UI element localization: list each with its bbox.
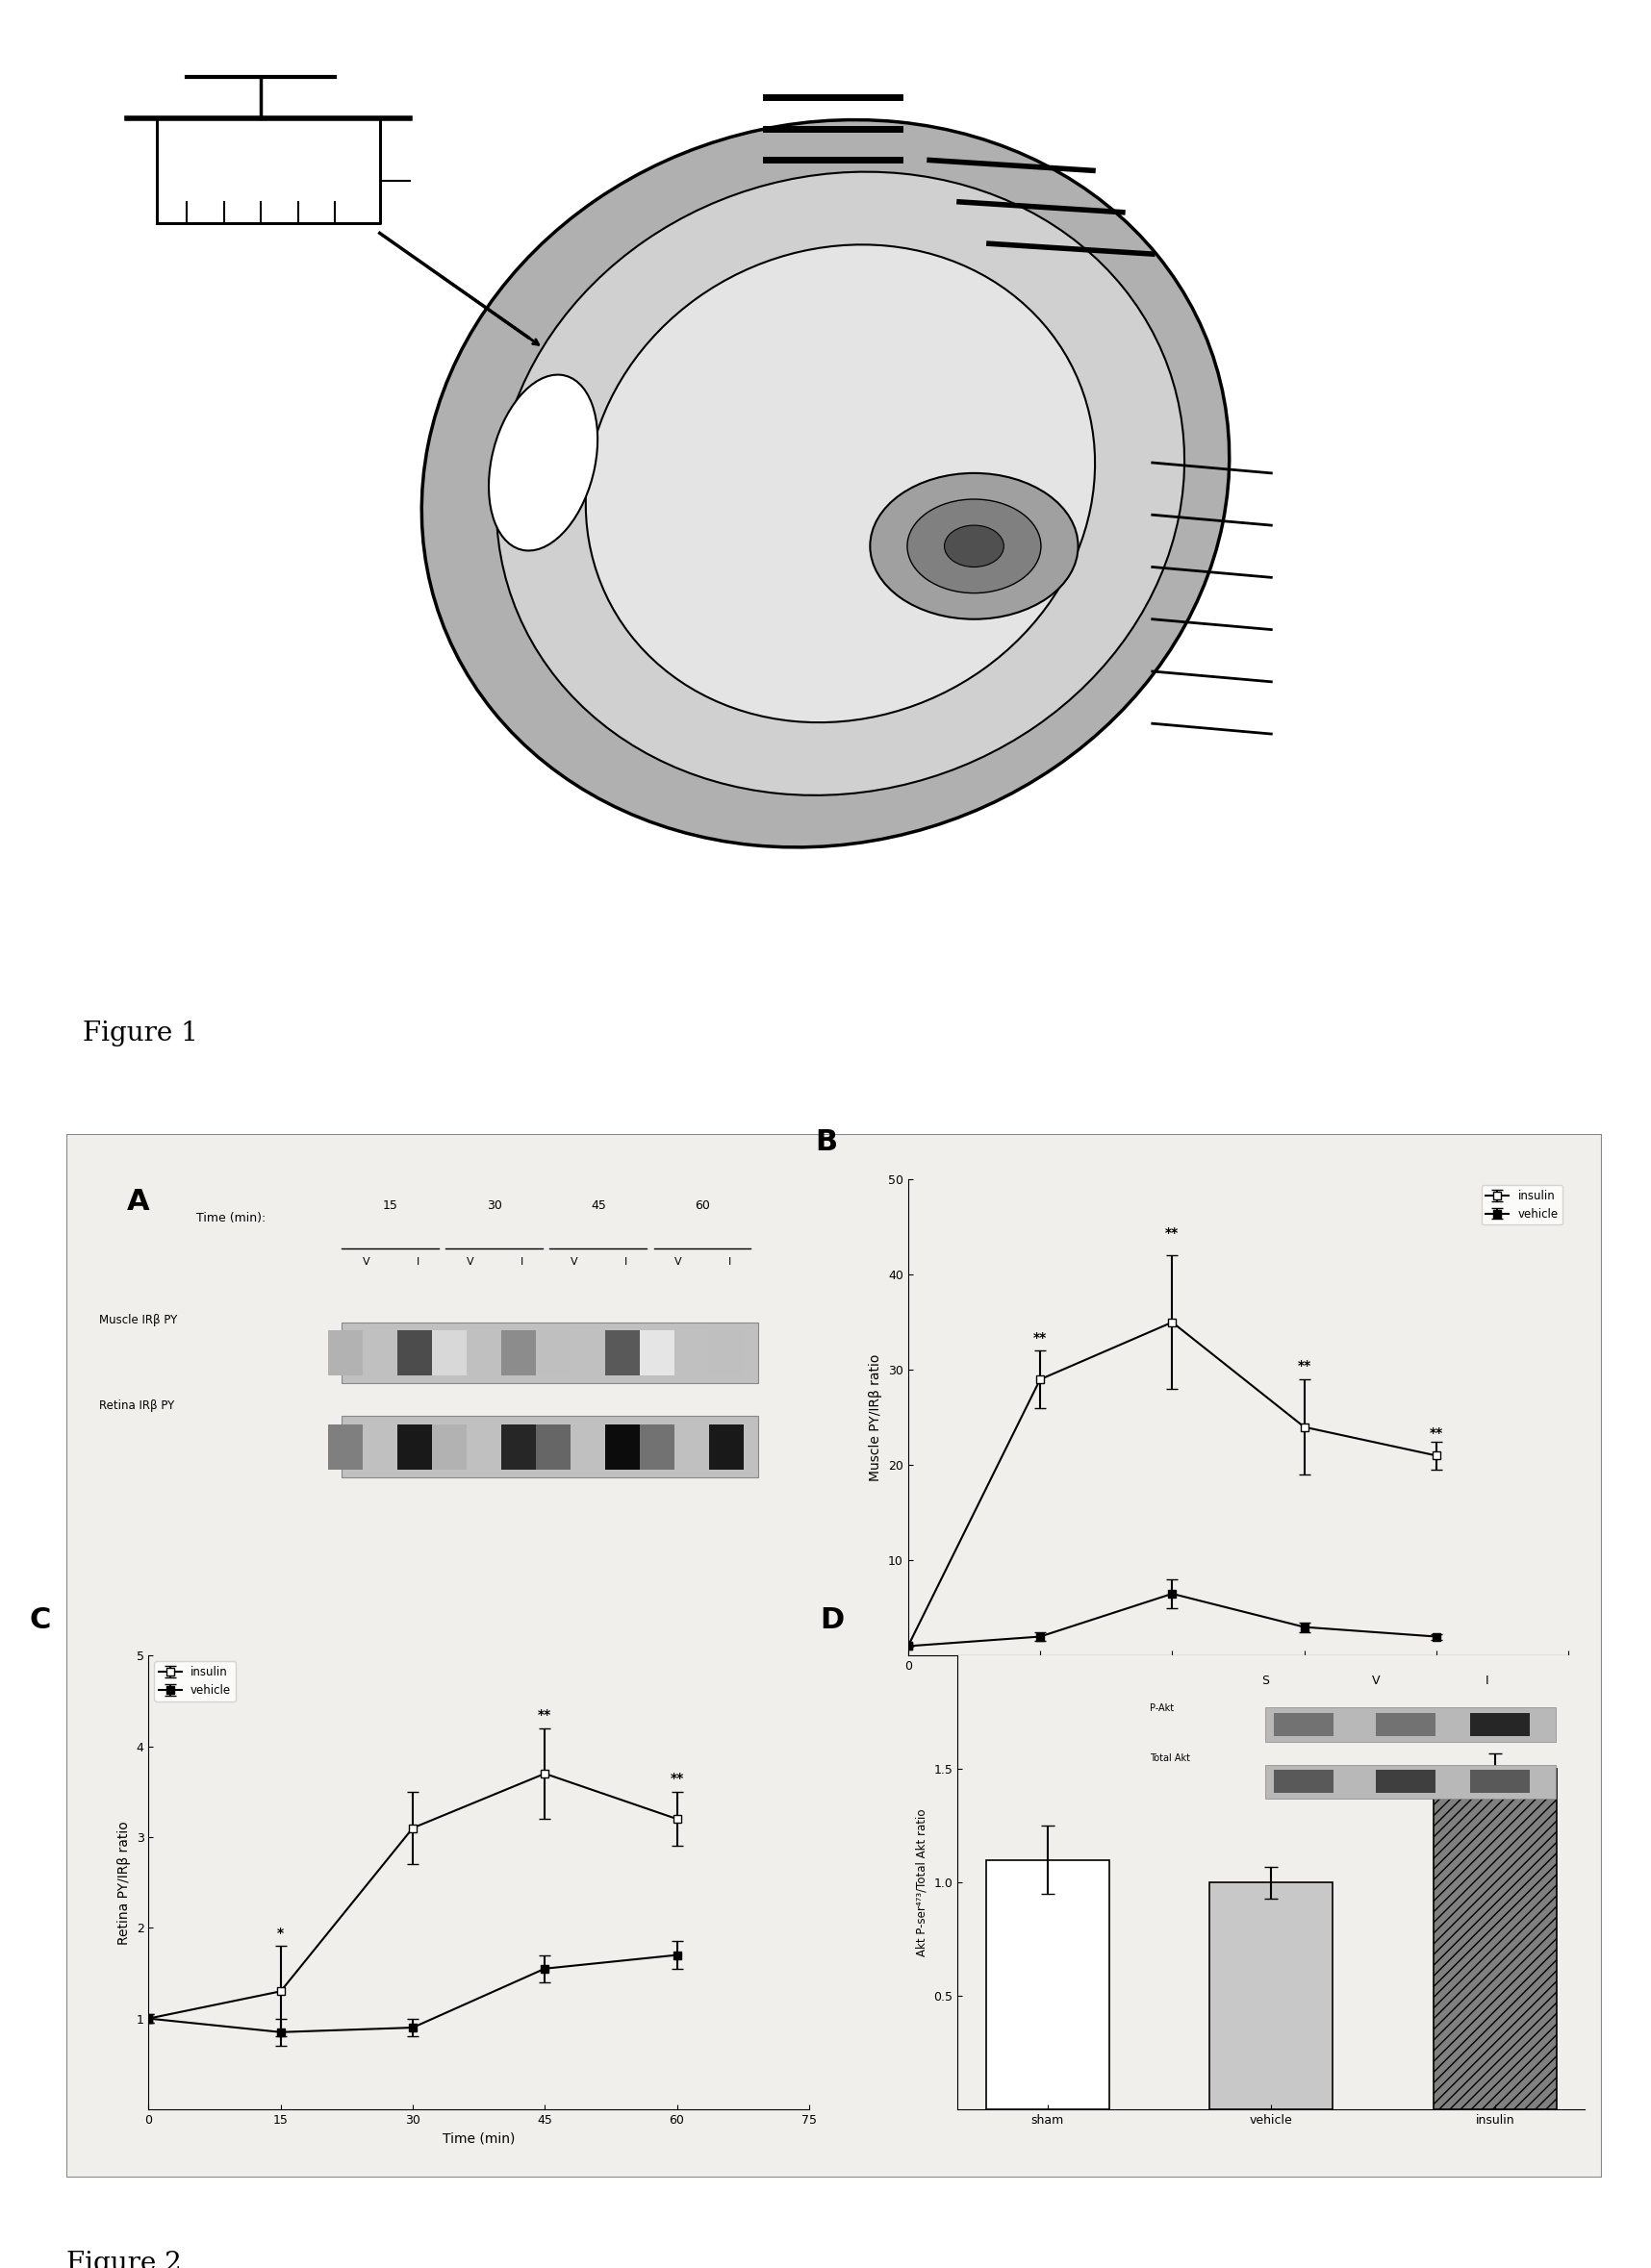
FancyBboxPatch shape	[502, 1424, 537, 1470]
Ellipse shape	[497, 172, 1184, 796]
FancyBboxPatch shape	[537, 1424, 571, 1470]
Text: *: *	[1491, 1728, 1499, 1746]
Text: V: V	[362, 1256, 370, 1266]
Text: V: V	[674, 1256, 682, 1266]
FancyBboxPatch shape	[641, 1331, 675, 1374]
FancyBboxPatch shape	[329, 1331, 363, 1374]
Text: I: I	[520, 1256, 523, 1266]
Text: 15: 15	[383, 1200, 398, 1213]
Text: **: **	[1166, 1227, 1179, 1238]
Text: D: D	[819, 1606, 844, 1635]
Text: B: B	[816, 1129, 837, 1157]
Text: Muscle IRβ PY: Muscle IRβ PY	[99, 1313, 177, 1327]
Text: V: V	[570, 1256, 578, 1266]
Circle shape	[944, 526, 1004, 567]
FancyBboxPatch shape	[66, 1134, 1601, 2177]
Text: Retina IRβ PY: Retina IRβ PY	[99, 1399, 175, 1413]
X-axis label: Time (min): Time (min)	[442, 2132, 515, 2146]
FancyBboxPatch shape	[537, 1331, 571, 1374]
FancyBboxPatch shape	[433, 1424, 467, 1470]
Bar	[1210, 1882, 1332, 2109]
Text: Time (min):: Time (min):	[196, 1211, 266, 1225]
Legend: insulin, vehicle: insulin, vehicle	[1481, 1186, 1563, 1225]
Y-axis label: Retina PY/IRβ ratio: Retina PY/IRβ ratio	[117, 1821, 130, 1944]
FancyBboxPatch shape	[398, 1424, 433, 1470]
Text: C: C	[30, 1606, 51, 1635]
Legend: insulin, vehicle: insulin, vehicle	[154, 1662, 236, 1701]
Text: I: I	[416, 1256, 419, 1266]
FancyBboxPatch shape	[606, 1331, 641, 1374]
Ellipse shape	[421, 120, 1230, 848]
Ellipse shape	[489, 374, 598, 551]
FancyBboxPatch shape	[606, 1424, 641, 1470]
Text: 45: 45	[591, 1200, 606, 1213]
Text: Figure 1: Figure 1	[83, 1021, 198, 1048]
Polygon shape	[157, 118, 380, 222]
FancyBboxPatch shape	[710, 1424, 745, 1470]
Text: **: **	[1298, 1359, 1311, 1372]
Text: **: **	[1034, 1331, 1047, 1345]
Text: **: **	[1430, 1427, 1443, 1440]
Ellipse shape	[586, 245, 1095, 723]
Text: *: *	[277, 1926, 284, 1939]
Text: Figure 2: Figure 2	[66, 2250, 182, 2268]
FancyBboxPatch shape	[710, 1331, 745, 1374]
Text: V: V	[466, 1256, 474, 1266]
X-axis label: Time (min): Time (min)	[1202, 1678, 1275, 1692]
Text: **: **	[670, 1771, 684, 1785]
FancyBboxPatch shape	[329, 1424, 363, 1470]
Text: I: I	[728, 1256, 731, 1266]
Bar	[986, 1860, 1109, 2109]
Text: I: I	[624, 1256, 627, 1266]
Text: A: A	[127, 1188, 150, 1216]
FancyBboxPatch shape	[398, 1331, 433, 1374]
Y-axis label: Akt P-ser⁴⁷³/Total Akt ratio: Akt P-ser⁴⁷³/Total Akt ratio	[916, 1808, 928, 1957]
FancyBboxPatch shape	[502, 1331, 537, 1374]
Text: 60: 60	[695, 1200, 710, 1213]
Bar	[1433, 1769, 1557, 2109]
FancyBboxPatch shape	[433, 1331, 467, 1374]
Circle shape	[908, 499, 1042, 592]
Text: 30: 30	[487, 1200, 502, 1213]
Circle shape	[870, 474, 1078, 619]
Y-axis label: Muscle PY/IRβ ratio: Muscle PY/IRβ ratio	[868, 1354, 883, 1481]
FancyBboxPatch shape	[641, 1424, 675, 1470]
FancyBboxPatch shape	[342, 1322, 758, 1383]
Text: **: **	[538, 1708, 551, 1721]
FancyBboxPatch shape	[342, 1415, 758, 1476]
